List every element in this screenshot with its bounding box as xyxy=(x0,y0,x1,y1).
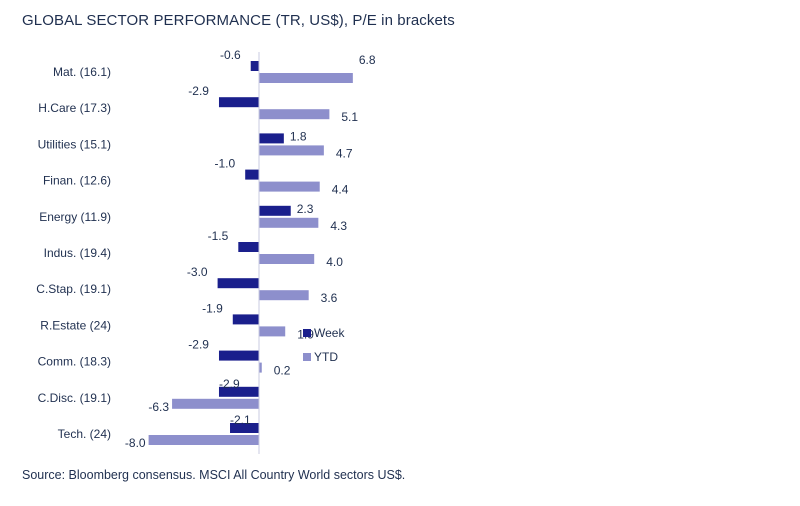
ytd-bar xyxy=(259,362,262,373)
week-value-label: -2.9 xyxy=(219,377,240,391)
ytd-value-label: 0.2 xyxy=(274,364,291,378)
legend: Week YTD xyxy=(303,326,345,364)
category-label: R.Estate (24) xyxy=(40,318,111,332)
ytd-value-label: 4.7 xyxy=(336,146,353,160)
category-label: Comm. (18.3) xyxy=(38,355,111,369)
ytd-bar xyxy=(259,145,324,156)
category-label: Finan. (12.6) xyxy=(43,174,111,188)
ytd-value-label: 5.1 xyxy=(341,110,358,124)
category-label: Mat. (16.1) xyxy=(53,65,111,79)
ytd-value-label: 3.6 xyxy=(321,291,338,305)
value-labels: -0.6 6.8 -2.9 5.1 1.8 4.7 -1.0 4.4 2.3 4.3 -1.5 4.0… xyxy=(125,48,376,450)
ytd-legend-swatch xyxy=(303,353,311,361)
week-bar xyxy=(259,205,291,216)
ytd-bar xyxy=(172,398,259,409)
category-label: Tech. (24) xyxy=(58,427,111,441)
week-bar xyxy=(230,423,259,433)
ytd-bar xyxy=(259,290,309,301)
week-value-label: -0.6 xyxy=(220,48,241,62)
ytd-bar xyxy=(148,435,259,445)
week-value-label: -2.1 xyxy=(230,413,251,427)
week-bar xyxy=(218,386,259,397)
chart-title: GLOBAL SECTOR PERFORMANCE (TR, US$), P/E… xyxy=(22,12,455,29)
ytd-value-label: -6.3 xyxy=(148,400,169,414)
ytd-value-label: 4.3 xyxy=(330,219,347,233)
week-bar xyxy=(259,133,284,144)
ytd-bar xyxy=(259,326,286,337)
ytd-value-label: 6.8 xyxy=(359,53,376,67)
week-bar xyxy=(245,169,259,180)
week-value-label: -1.0 xyxy=(215,157,236,171)
chart-source-note: Source: Bloomberg consensus. MSCI All Co… xyxy=(22,468,406,482)
week-legend-label: Week xyxy=(314,326,345,340)
category-label: C.Disc. (19.1) xyxy=(38,391,111,405)
week-value-label: -2.9 xyxy=(188,84,209,98)
week-value-label: -3.0 xyxy=(187,265,208,279)
week-legend-swatch xyxy=(303,329,311,337)
ytd-value-label: 4.4 xyxy=(332,183,349,197)
bars xyxy=(148,61,353,445)
ytd-bar xyxy=(259,254,315,264)
category-label: Utilities (15.1) xyxy=(38,137,111,151)
week-bar xyxy=(218,97,259,108)
category-label: Indus. (19.4) xyxy=(44,246,111,260)
week-bar xyxy=(238,242,259,252)
week-value-label: -1.5 xyxy=(208,229,229,243)
week-bar xyxy=(218,350,259,361)
ytd-legend-label: YTD xyxy=(314,350,338,364)
week-value-label: 2.3 xyxy=(297,202,314,216)
week-value-label: -2.9 xyxy=(188,338,209,352)
week-value-label: 1.8 xyxy=(290,129,307,143)
week-bar xyxy=(250,61,259,71)
category-labels: Mat. (16.1) H.Care (17.3) Utilities (15.1)… xyxy=(36,65,111,441)
week-bar xyxy=(217,278,259,289)
week-bar xyxy=(232,314,259,325)
ytd-bar xyxy=(259,181,320,192)
category-label: H.Care (17.3) xyxy=(38,101,111,115)
ytd-bar xyxy=(259,73,353,83)
category-label: C.Stap. (19.1) xyxy=(36,282,111,296)
ytd-bar xyxy=(259,109,330,120)
ytd-bar xyxy=(259,217,319,228)
category-label: Energy (11.9) xyxy=(39,210,111,224)
ytd-value-label: 4.0 xyxy=(326,255,343,269)
week-value-label: -1.9 xyxy=(202,301,223,315)
ytd-value-label: -8.0 xyxy=(125,436,146,450)
